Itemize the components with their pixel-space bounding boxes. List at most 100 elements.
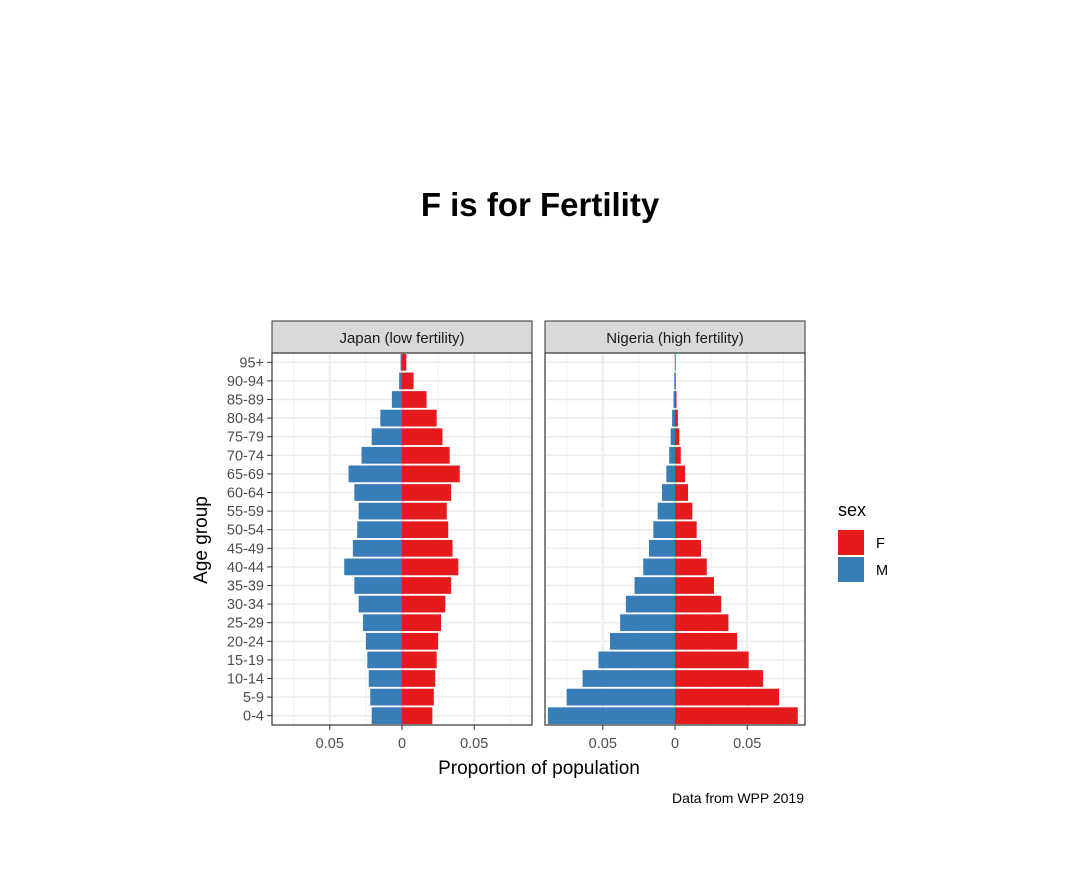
bar-m-25-29 (620, 614, 675, 632)
bar-f-70-74 (675, 446, 681, 464)
bar-f-65-69 (675, 465, 686, 483)
legend-title: sex (838, 500, 866, 520)
bar-m-40-44 (344, 558, 402, 576)
bar-f-40-44 (402, 558, 459, 576)
chart-caption: Data from WPP 2019 (672, 790, 804, 806)
bar-m-80-84 (380, 409, 402, 427)
bar-m-60-64 (662, 484, 675, 501)
y-tick-label: 0-4 (243, 709, 264, 725)
bar-m-85-89 (391, 391, 402, 408)
bar-m-15-19 (367, 651, 402, 669)
bar-m-45-49 (649, 539, 675, 557)
bar-m-20-24 (610, 632, 675, 650)
bar-m-75-79 (670, 428, 675, 446)
bar-m-65-69 (666, 465, 675, 483)
bar-m-55-59 (358, 502, 402, 520)
y-tick-label: 70-74 (227, 448, 264, 464)
x-tick-label: 0.05 (460, 736, 488, 752)
bar-f-95+ (675, 353, 676, 371)
bar-f-10-14 (675, 670, 764, 687)
bar-m-80-84 (672, 409, 675, 427)
bar-m-60-64 (354, 484, 402, 501)
y-tick-label: 95+ (239, 355, 264, 371)
legend-key-F (838, 530, 864, 555)
bar-m-50-54 (653, 521, 675, 539)
y-tick-label: 65-69 (227, 467, 264, 483)
y-tick-label: 30-34 (227, 597, 264, 613)
facet-strip (544, 320, 806, 354)
bar-m-35-39 (354, 577, 402, 594)
bar-f-10-14 (402, 670, 436, 687)
x-tick-label: 0.05 (589, 736, 617, 752)
facet-strip-label: Nigeria (high fertility) (606, 330, 744, 347)
bar-m-85-89 (673, 391, 675, 408)
bar-m-0-4 (371, 707, 402, 725)
legend-label-M: M (876, 563, 888, 579)
bar-f-30-34 (402, 595, 446, 613)
bar-m-45-49 (352, 539, 402, 557)
panel-1: Nigeria (high fertility) 0.05 0 0.05 (544, 320, 806, 752)
x-axis-title: Proportion of population (438, 758, 640, 779)
bar-m-90-94 (674, 372, 675, 390)
legend-label-F: F (876, 536, 885, 552)
bar-f-20-24 (675, 632, 738, 650)
x-tick-label: 0 (671, 736, 679, 752)
legend-items: FM (838, 530, 888, 582)
bar-m-10-14 (582, 670, 675, 687)
bar-f-0-4 (402, 707, 433, 725)
bar-f-80-84 (675, 409, 678, 427)
y-tick-label: 75-79 (227, 430, 264, 446)
bar-f-75-79 (675, 428, 680, 446)
bar-f-90-94 (402, 372, 414, 390)
bar-m-15-19 (598, 651, 675, 669)
bar-f-35-39 (402, 577, 452, 594)
y-tick-label: 90-94 (227, 374, 264, 390)
bar-f-85-89 (675, 391, 677, 408)
x-tick-label: 0 (398, 736, 406, 752)
bar-f-5-9 (675, 688, 779, 706)
y-tick-label: 55-59 (227, 504, 264, 520)
y-tick-label: 85-89 (227, 393, 264, 409)
bar-f-20-24 (402, 632, 439, 650)
y-tick-label: 10-14 (227, 672, 264, 688)
bar-f-80-84 (402, 409, 437, 427)
legend-key-M (838, 557, 864, 582)
panel-0: Japan (low fertility) 0.05 0 0.05 (271, 320, 533, 752)
y-tick-label: 15-19 (227, 653, 264, 669)
bar-m-65-69 (348, 465, 402, 483)
x-tick-label: 0.05 (733, 736, 761, 752)
y-tick-label: 50-54 (227, 523, 264, 539)
bar-f-50-54 (402, 521, 449, 539)
bar-f-25-29 (402, 614, 441, 632)
bar-f-45-49 (402, 539, 453, 557)
facet-strip-label: Japan (low fertility) (339, 330, 464, 347)
y-tick-label: 60-64 (227, 486, 264, 502)
bar-m-75-79 (371, 428, 402, 446)
bar-m-95+ (400, 353, 402, 371)
bar-m-30-34 (625, 595, 675, 613)
chart-title: F is for Fertility (421, 186, 660, 223)
y-axis-title: Age group (191, 496, 212, 584)
bar-f-55-59 (402, 502, 447, 520)
x-tick-label: 0.05 (316, 736, 344, 752)
bar-m-0-4 (547, 707, 675, 725)
bar-m-25-29 (363, 614, 402, 632)
bar-f-60-64 (675, 484, 688, 501)
bar-f-95+ (402, 353, 407, 371)
bar-f-65-69 (402, 465, 460, 483)
bar-f-25-29 (675, 614, 729, 632)
bar-m-50-54 (357, 521, 402, 539)
y-tick-label: 80-84 (227, 411, 264, 427)
bar-m-20-24 (365, 632, 402, 650)
bar-f-70-74 (402, 446, 450, 464)
bar-m-5-9 (566, 688, 675, 706)
bar-f-60-64 (402, 484, 452, 501)
bar-f-30-34 (675, 595, 722, 613)
bar-f-15-19 (675, 651, 749, 669)
bar-m-5-9 (370, 688, 402, 706)
bar-f-50-54 (675, 521, 697, 539)
y-tick-label: 20-24 (227, 634, 264, 650)
bar-m-10-14 (368, 670, 402, 687)
